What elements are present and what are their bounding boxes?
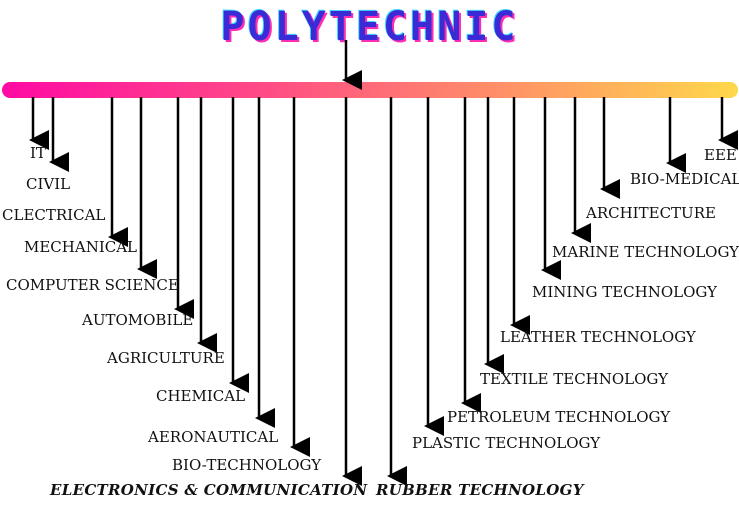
branch-label-leather-technology: LEATHER TECHNOLOGY	[500, 328, 696, 346]
branch-label-eee: EEE	[704, 146, 737, 164]
branch-label-petroleum-technology: PETROLEUM TECHNOLOGY	[447, 408, 671, 426]
gradient-bar	[2, 82, 738, 98]
branch-label-electronics-communication: ELECTRONICS & COMMUNICATION	[50, 481, 368, 499]
branch-label-bio-technology: BIO-TECHNOLOGY	[172, 456, 322, 474]
branch-label-computer-science: COMPUTER SCIENCE	[6, 276, 179, 294]
branch-label-civil: CIVIL	[26, 175, 71, 193]
diagram-title: POLYTECHNIC	[220, 4, 519, 50]
branch-label-mechanical: MECHANICAL	[24, 238, 138, 256]
branch-label-architecture: ARCHITECTURE	[586, 204, 716, 222]
branch-label-agriculture: AGRICULTURE	[107, 349, 225, 367]
branch-label-it: IT	[30, 144, 46, 162]
branch-label-chemical: CHEMICAL	[156, 387, 246, 405]
branch-label-electrical: CLECTRICAL	[2, 206, 106, 224]
branch-label-automobile: AUTOMOBILE	[82, 311, 194, 329]
branch-label-textile-technology: TEXTILE TECHNOLOGY	[480, 370, 669, 388]
branch-label-marine-technology: MARINE TECHNOLOGY	[552, 243, 739, 261]
branch-label-rubber-technology: RUBBER TECHNOLOGY	[376, 481, 584, 499]
branch-label-aeronautical: AERONAUTICAL	[148, 428, 279, 446]
branch-label-plastic-technology: PLASTIC TECHNOLOGY	[412, 434, 601, 452]
branch-label-bio-medical: BIO-MEDICAL	[630, 170, 739, 188]
branch-label-mining-technology: MINING TECHNOLOGY	[532, 283, 718, 301]
